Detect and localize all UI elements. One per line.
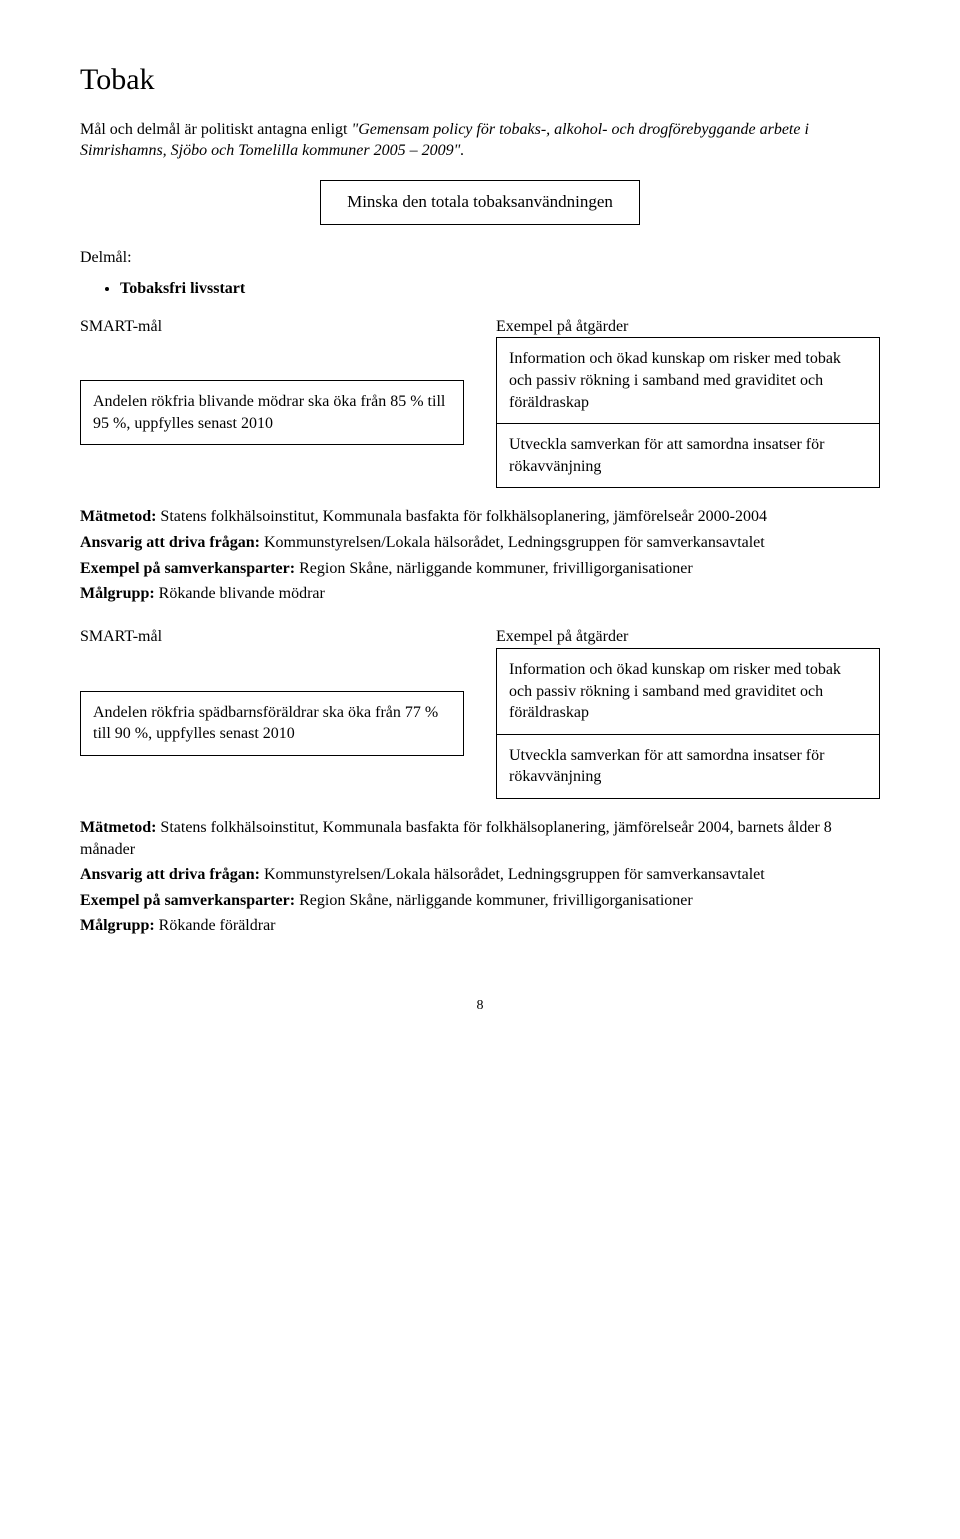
s1-ansvarig-text: Kommunstyrelsen/Lokala hälsorådet, Ledni… [260, 534, 765, 551]
section1-meta: Mätmetod: Statens folkhälsoinstitut, Kom… [80, 506, 880, 604]
delmal-list: Tobaksfri livsstart [80, 278, 880, 300]
section2-header-left: SMART-mål [80, 626, 464, 648]
s2-ansvarig-text: Kommunstyrelsen/Lokala hälsorådet, Ledni… [260, 866, 765, 883]
s2-malgrupp-label: Målgrupp: [80, 917, 155, 934]
section2-left-box: Andelen rökfria spädbarnsföräldrar ska ö… [80, 691, 464, 756]
s1-matmetod-label: Mätmetod: [80, 508, 156, 525]
s2-exempel-label: Exempel på samverkansparter: [80, 892, 295, 909]
section1-table: SMART-mål Exempel på åtgärder Andelen rö… [80, 316, 880, 489]
section2-right-box-bot: Utveckla samverkan för att samordna insa… [496, 734, 880, 799]
section1-right-box-bot: Utveckla samverkan för att samordna insa… [496, 423, 880, 488]
delmal-label: Delmål: [80, 247, 880, 269]
s1-ansvarig-label: Ansvarig att driva frågan: [80, 534, 260, 551]
intro-lead: Mål och delmål är politiskt antagna enli… [80, 121, 351, 138]
section1-left-box: Andelen rökfria blivande mödrar ska öka … [80, 380, 464, 445]
goal-banner: Minska den totala tobaksanvändningen [320, 180, 640, 225]
banner-container: Minska den totala tobaksanvändningen [80, 180, 880, 225]
s1-malgrupp-text: Rökande blivande mödrar [155, 585, 325, 602]
section2-right-box-top: Information och ökad kunskap om risker m… [496, 648, 880, 734]
s1-exempel-text: Region Skåne, närliggande kommuner, friv… [295, 560, 693, 577]
section1-header-left: SMART-mål [80, 316, 464, 338]
s2-matmetod-label: Mätmetod: [80, 819, 156, 836]
section1-right-box-top: Information och ökad kunskap om risker m… [496, 337, 880, 423]
s1-exempel-label: Exempel på samverkansparter: [80, 560, 295, 577]
page-title: Tobak [80, 60, 880, 101]
section2-table: SMART-mål Exempel på åtgärder Andelen rö… [80, 626, 880, 799]
delmal-item-1: Tobaksfri livsstart [120, 278, 880, 300]
s2-matmetod-text: Statens folkhälsoinstitut, Kommunala bas… [80, 819, 832, 858]
section2-header-right: Exempel på åtgärder [496, 626, 880, 648]
s1-matmetod-text: Statens folkhälsoinstitut, Kommunala bas… [156, 508, 767, 525]
intro-paragraph: Mål och delmål är politiskt antagna enli… [80, 119, 880, 162]
section2-meta: Mätmetod: Statens folkhälsoinstitut, Kom… [80, 817, 880, 937]
page-number: 8 [80, 997, 880, 1016]
s2-exempel-text: Region Skåne, närliggande kommuner, friv… [295, 892, 693, 909]
s2-malgrupp-text: Rökande föräldrar [155, 917, 276, 934]
s2-ansvarig-label: Ansvarig att driva frågan: [80, 866, 260, 883]
section1-header-right: Exempel på åtgärder [496, 316, 880, 338]
s1-malgrupp-label: Målgrupp: [80, 585, 155, 602]
